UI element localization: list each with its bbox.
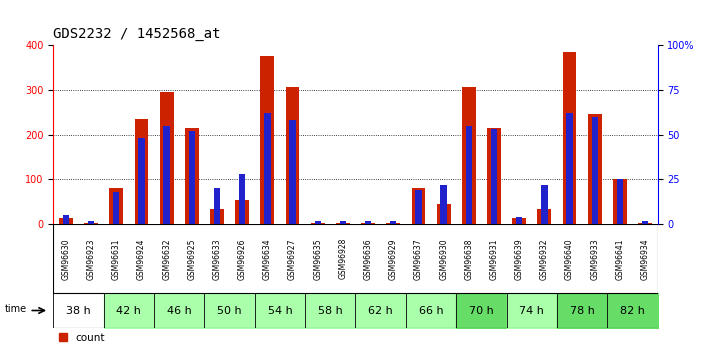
- Bar: [63, 215, 69, 224]
- Text: 42 h: 42 h: [117, 306, 141, 315]
- Text: GSM96632: GSM96632: [162, 238, 171, 279]
- Bar: [164, 126, 170, 224]
- Bar: [541, 185, 547, 224]
- Bar: [188, 131, 195, 224]
- Bar: [592, 117, 598, 224]
- Bar: [214, 188, 220, 224]
- Text: GSM96631: GSM96631: [112, 238, 121, 279]
- Bar: [516, 217, 523, 224]
- Text: GSM96923: GSM96923: [87, 238, 95, 279]
- Text: GSM96635: GSM96635: [314, 238, 322, 279]
- Text: GSM96638: GSM96638: [464, 238, 474, 279]
- Bar: [185, 128, 199, 224]
- Bar: [314, 221, 321, 224]
- Text: GSM96931: GSM96931: [489, 238, 498, 279]
- Bar: [59, 218, 73, 224]
- Text: GSM96934: GSM96934: [641, 238, 650, 279]
- Text: GSM96924: GSM96924: [137, 238, 146, 279]
- Text: GDS2232 / 1452568_at: GDS2232 / 1452568_at: [53, 27, 221, 41]
- Bar: [84, 223, 98, 224]
- Bar: [139, 138, 144, 224]
- Text: GSM96933: GSM96933: [590, 238, 599, 279]
- Bar: [113, 192, 119, 224]
- Text: GSM96641: GSM96641: [616, 238, 624, 279]
- Text: GSM96929: GSM96929: [389, 238, 397, 279]
- Text: GSM96637: GSM96637: [414, 238, 423, 279]
- Text: 54 h: 54 h: [267, 306, 292, 315]
- Text: time: time: [4, 304, 26, 314]
- Bar: [109, 188, 123, 224]
- Text: 78 h: 78 h: [570, 306, 594, 315]
- Bar: [361, 223, 375, 224]
- Text: 46 h: 46 h: [167, 306, 191, 315]
- Bar: [415, 190, 422, 224]
- Bar: [386, 223, 400, 224]
- Bar: [638, 223, 652, 224]
- Bar: [642, 221, 648, 224]
- Text: GSM96630: GSM96630: [61, 238, 70, 279]
- Text: 66 h: 66 h: [419, 306, 444, 315]
- Bar: [412, 188, 425, 224]
- Text: GSM96930: GSM96930: [439, 238, 448, 279]
- Text: 74 h: 74 h: [519, 306, 544, 315]
- Text: GSM96634: GSM96634: [263, 238, 272, 279]
- Bar: [235, 199, 249, 224]
- Text: GSM96926: GSM96926: [237, 238, 247, 279]
- Bar: [491, 129, 497, 224]
- Bar: [311, 223, 325, 224]
- Bar: [512, 218, 526, 224]
- Bar: [487, 128, 501, 224]
- Bar: [437, 204, 451, 224]
- Bar: [538, 208, 551, 224]
- Bar: [562, 52, 577, 224]
- Text: 38 h: 38 h: [66, 306, 91, 315]
- Bar: [613, 179, 627, 224]
- Text: GSM96636: GSM96636: [363, 238, 373, 279]
- Bar: [286, 88, 299, 224]
- Bar: [340, 221, 346, 224]
- Bar: [462, 88, 476, 224]
- Text: 70 h: 70 h: [469, 306, 493, 315]
- Bar: [88, 221, 95, 224]
- Bar: [390, 221, 397, 224]
- Bar: [264, 113, 270, 224]
- Bar: [588, 115, 602, 224]
- Text: GSM96925: GSM96925: [187, 238, 196, 279]
- Text: GSM96932: GSM96932: [540, 238, 549, 279]
- Text: GSM96927: GSM96927: [288, 238, 297, 279]
- Bar: [336, 223, 350, 224]
- Text: 50 h: 50 h: [218, 306, 242, 315]
- Text: GSM96633: GSM96633: [213, 238, 222, 279]
- Text: GSM96640: GSM96640: [565, 238, 574, 279]
- Legend: count, percentile rank within the sample: count, percentile rank within the sample: [58, 333, 251, 345]
- Text: GSM96928: GSM96928: [338, 238, 348, 279]
- Bar: [260, 56, 274, 224]
- Bar: [239, 174, 245, 224]
- Bar: [466, 126, 472, 224]
- Text: GSM96639: GSM96639: [515, 238, 524, 279]
- Text: 82 h: 82 h: [620, 306, 645, 315]
- Bar: [365, 221, 371, 224]
- Bar: [567, 113, 572, 224]
- Bar: [210, 208, 224, 224]
- Bar: [134, 119, 149, 224]
- Bar: [160, 92, 173, 224]
- Text: 58 h: 58 h: [318, 306, 343, 315]
- Bar: [441, 185, 447, 224]
- Bar: [616, 179, 623, 224]
- Text: 62 h: 62 h: [368, 306, 393, 315]
- Bar: [289, 120, 296, 224]
